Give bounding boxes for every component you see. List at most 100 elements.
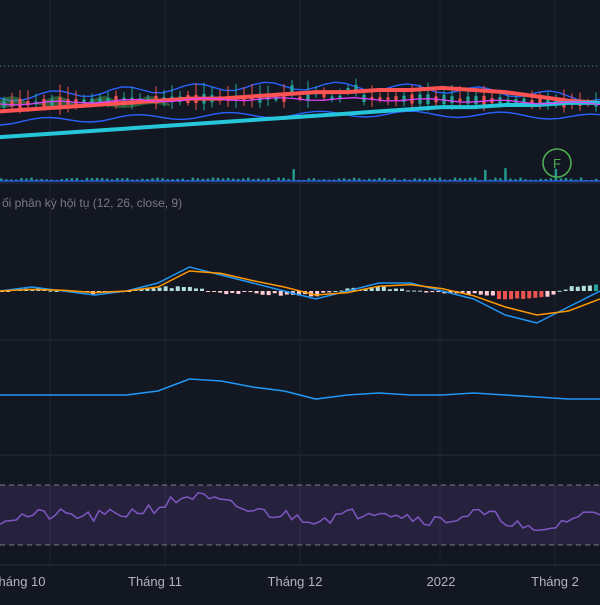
macd-histogram-bar bbox=[400, 288, 404, 291]
volume-bar bbox=[40, 178, 43, 181]
volume-bar bbox=[494, 177, 497, 181]
volume-bar bbox=[126, 178, 129, 181]
macd-histogram-bar bbox=[278, 291, 283, 296]
macd-histogram-bar bbox=[569, 286, 574, 291]
candlestick-body bbox=[450, 96, 454, 104]
volume-bar bbox=[267, 178, 270, 181]
macd-histogram-bar bbox=[484, 291, 489, 296]
volume-bar bbox=[342, 178, 346, 181]
volume-bar bbox=[201, 178, 205, 181]
volume-bar bbox=[110, 179, 114, 181]
macd-histogram-bar bbox=[527, 291, 532, 299]
volume-bar bbox=[423, 178, 427, 181]
macd-histogram-bar bbox=[448, 291, 453, 294]
volume-bar bbox=[398, 179, 401, 181]
volume-bar bbox=[559, 178, 563, 181]
macd-histogram-bar bbox=[593, 284, 598, 291]
price-pane[interactable] bbox=[0, 65, 600, 140]
volume-bar bbox=[458, 178, 462, 181]
macd-histogram-bar bbox=[181, 286, 186, 291]
candlestick-body bbox=[10, 100, 14, 107]
candlestick bbox=[354, 78, 358, 97]
indicator-pane[interactable] bbox=[0, 378, 600, 400]
volume-bar bbox=[151, 178, 154, 181]
volume-bar bbox=[539, 178, 542, 181]
volume-bar bbox=[357, 178, 361, 181]
rsi-pane[interactable] bbox=[0, 484, 600, 546]
volume-bar bbox=[30, 177, 33, 181]
macd-histogram-bar bbox=[418, 290, 423, 292]
volume-bar bbox=[45, 179, 48, 181]
candlestick-body bbox=[530, 100, 534, 104]
macd-histogram-bar bbox=[321, 291, 326, 293]
volume-bar bbox=[5, 179, 8, 181]
volume-bar bbox=[378, 177, 381, 181]
macd-histogram-bar bbox=[551, 291, 556, 295]
macd-histogram-bar bbox=[460, 291, 465, 293]
macd-histogram-bar bbox=[587, 285, 592, 291]
financials-event-icon[interactable] bbox=[542, 148, 572, 178]
macd-histogram-bar bbox=[200, 288, 204, 291]
volume-bar bbox=[484, 169, 487, 181]
macd-histogram-bar bbox=[54, 290, 59, 292]
candlestick-body bbox=[82, 99, 86, 104]
candlestick bbox=[466, 89, 470, 108]
volume-bar bbox=[282, 177, 285, 181]
macd-histogram-bar bbox=[248, 291, 253, 293]
macd-histogram-bar bbox=[157, 287, 162, 291]
volume-bar bbox=[408, 179, 411, 181]
volume-bar bbox=[549, 178, 553, 181]
volume-bar bbox=[317, 179, 321, 181]
macd-histogram-bar bbox=[333, 290, 338, 292]
volume-bar bbox=[473, 177, 477, 181]
macd-histogram-bar bbox=[472, 291, 477, 294]
volume-bar bbox=[368, 178, 371, 181]
x-axis-tick-label: 2022 bbox=[427, 574, 456, 589]
volume-bar bbox=[25, 178, 28, 181]
volume-bar bbox=[10, 179, 13, 181]
volume-bar bbox=[347, 179, 351, 181]
macd-histogram-bar bbox=[466, 291, 471, 295]
indicator-line bbox=[0, 378, 600, 400]
volume-bar bbox=[489, 179, 492, 181]
volume-bar bbox=[35, 179, 38, 181]
volume-bar bbox=[262, 179, 265, 181]
volume-bar bbox=[499, 178, 502, 181]
macd-histogram-bar bbox=[224, 291, 229, 295]
volume-pane[interactable] bbox=[0, 168, 600, 182]
volume-bar bbox=[388, 179, 391, 181]
candlestick bbox=[378, 92, 382, 103]
volume-bar bbox=[403, 178, 406, 181]
volume-bar bbox=[0, 178, 3, 181]
volume-bar bbox=[337, 178, 341, 181]
volume-bar bbox=[166, 179, 169, 181]
macd-histogram-bar bbox=[242, 291, 247, 292]
bollinger-lower-band bbox=[0, 110, 600, 126]
event-marker[interactable]: F bbox=[542, 148, 572, 178]
candlestick bbox=[10, 92, 14, 112]
macd-histogram-bar bbox=[230, 291, 235, 293]
macd-histogram-bar bbox=[490, 291, 495, 296]
volume-bar bbox=[181, 178, 185, 181]
volume-bar bbox=[156, 177, 159, 181]
macd-histogram-bar bbox=[206, 291, 211, 292]
macd-indicator-title[interactable]: ối phân kỳ hội tụ (12, 26, close, 9) bbox=[2, 196, 183, 210]
candlestick-body bbox=[18, 98, 22, 109]
macd-histogram-bar bbox=[296, 291, 301, 296]
candlestick-body bbox=[50, 99, 54, 106]
volume-bar bbox=[136, 179, 139, 181]
volume-bar bbox=[433, 178, 437, 181]
candlestick-body bbox=[298, 96, 302, 99]
macd-histogram-bar bbox=[393, 288, 398, 291]
macd-histogram-bar bbox=[496, 291, 501, 300]
candlestick-body bbox=[122, 97, 126, 104]
volume-bar bbox=[438, 177, 442, 181]
macd-histogram-bar bbox=[139, 288, 144, 291]
macd-pane[interactable] bbox=[0, 266, 600, 324]
macd-histogram-bar bbox=[545, 291, 550, 297]
volume-bar bbox=[90, 178, 94, 181]
volume-bar bbox=[196, 178, 200, 181]
macd-histogram-bar bbox=[509, 291, 514, 300]
